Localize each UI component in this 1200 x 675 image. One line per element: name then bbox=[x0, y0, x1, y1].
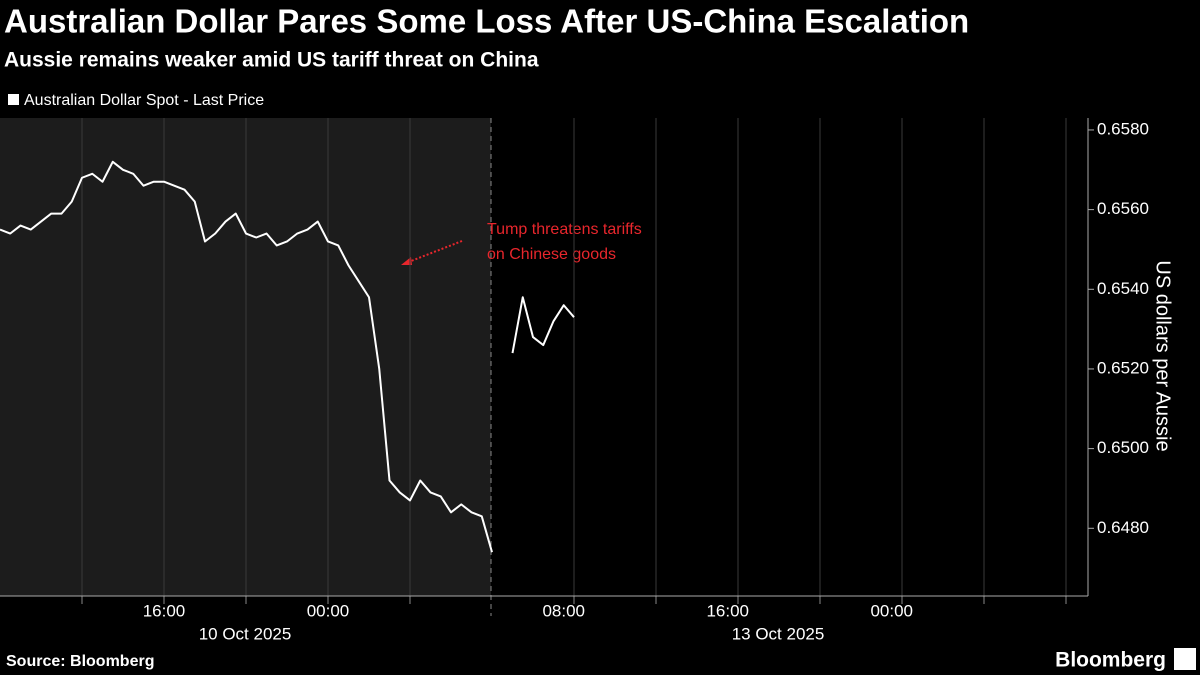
y-tick-label: 0.6540 bbox=[1097, 279, 1149, 298]
y-tick-label: 0.6580 bbox=[1097, 119, 1149, 138]
source: Source: Bloomberg bbox=[6, 653, 154, 670]
annotation: on Chinese goods bbox=[487, 246, 616, 263]
chart-subtitle: Aussie remains weaker amid US tariff thr… bbox=[4, 49, 539, 72]
x-tick-label: 16:00 bbox=[706, 601, 749, 620]
y-axis-label: US dollars per Aussie bbox=[1152, 260, 1174, 451]
brand: Bloomberg bbox=[1055, 649, 1166, 672]
x-tick-label: 08:00 bbox=[542, 601, 585, 620]
x-tick-label: 00:00 bbox=[307, 601, 350, 620]
x-tick-label: 00:00 bbox=[870, 601, 913, 620]
legend-swatch bbox=[8, 94, 19, 105]
chart-title: Australian Dollar Pares Some Loss After … bbox=[4, 3, 969, 40]
y-tick-label: 0.6480 bbox=[1097, 518, 1149, 537]
annotation-arrowhead bbox=[401, 257, 412, 265]
price-line bbox=[0, 160, 575, 553]
y-tick-label: 0.6560 bbox=[1097, 199, 1149, 218]
legend-label: Australian Dollar Spot - Last Price bbox=[24, 92, 264, 109]
x-date-label: 10 Oct 2025 bbox=[199, 624, 292, 643]
y-tick-label: 0.6520 bbox=[1097, 358, 1149, 377]
x-tick-label: 16:00 bbox=[143, 601, 186, 620]
y-tick-label: 0.6500 bbox=[1097, 438, 1149, 457]
brand-icon bbox=[1174, 648, 1196, 670]
annotation: Tump threatens tariffs bbox=[487, 221, 642, 238]
x-date-label: 13 Oct 2025 bbox=[732, 624, 825, 643]
